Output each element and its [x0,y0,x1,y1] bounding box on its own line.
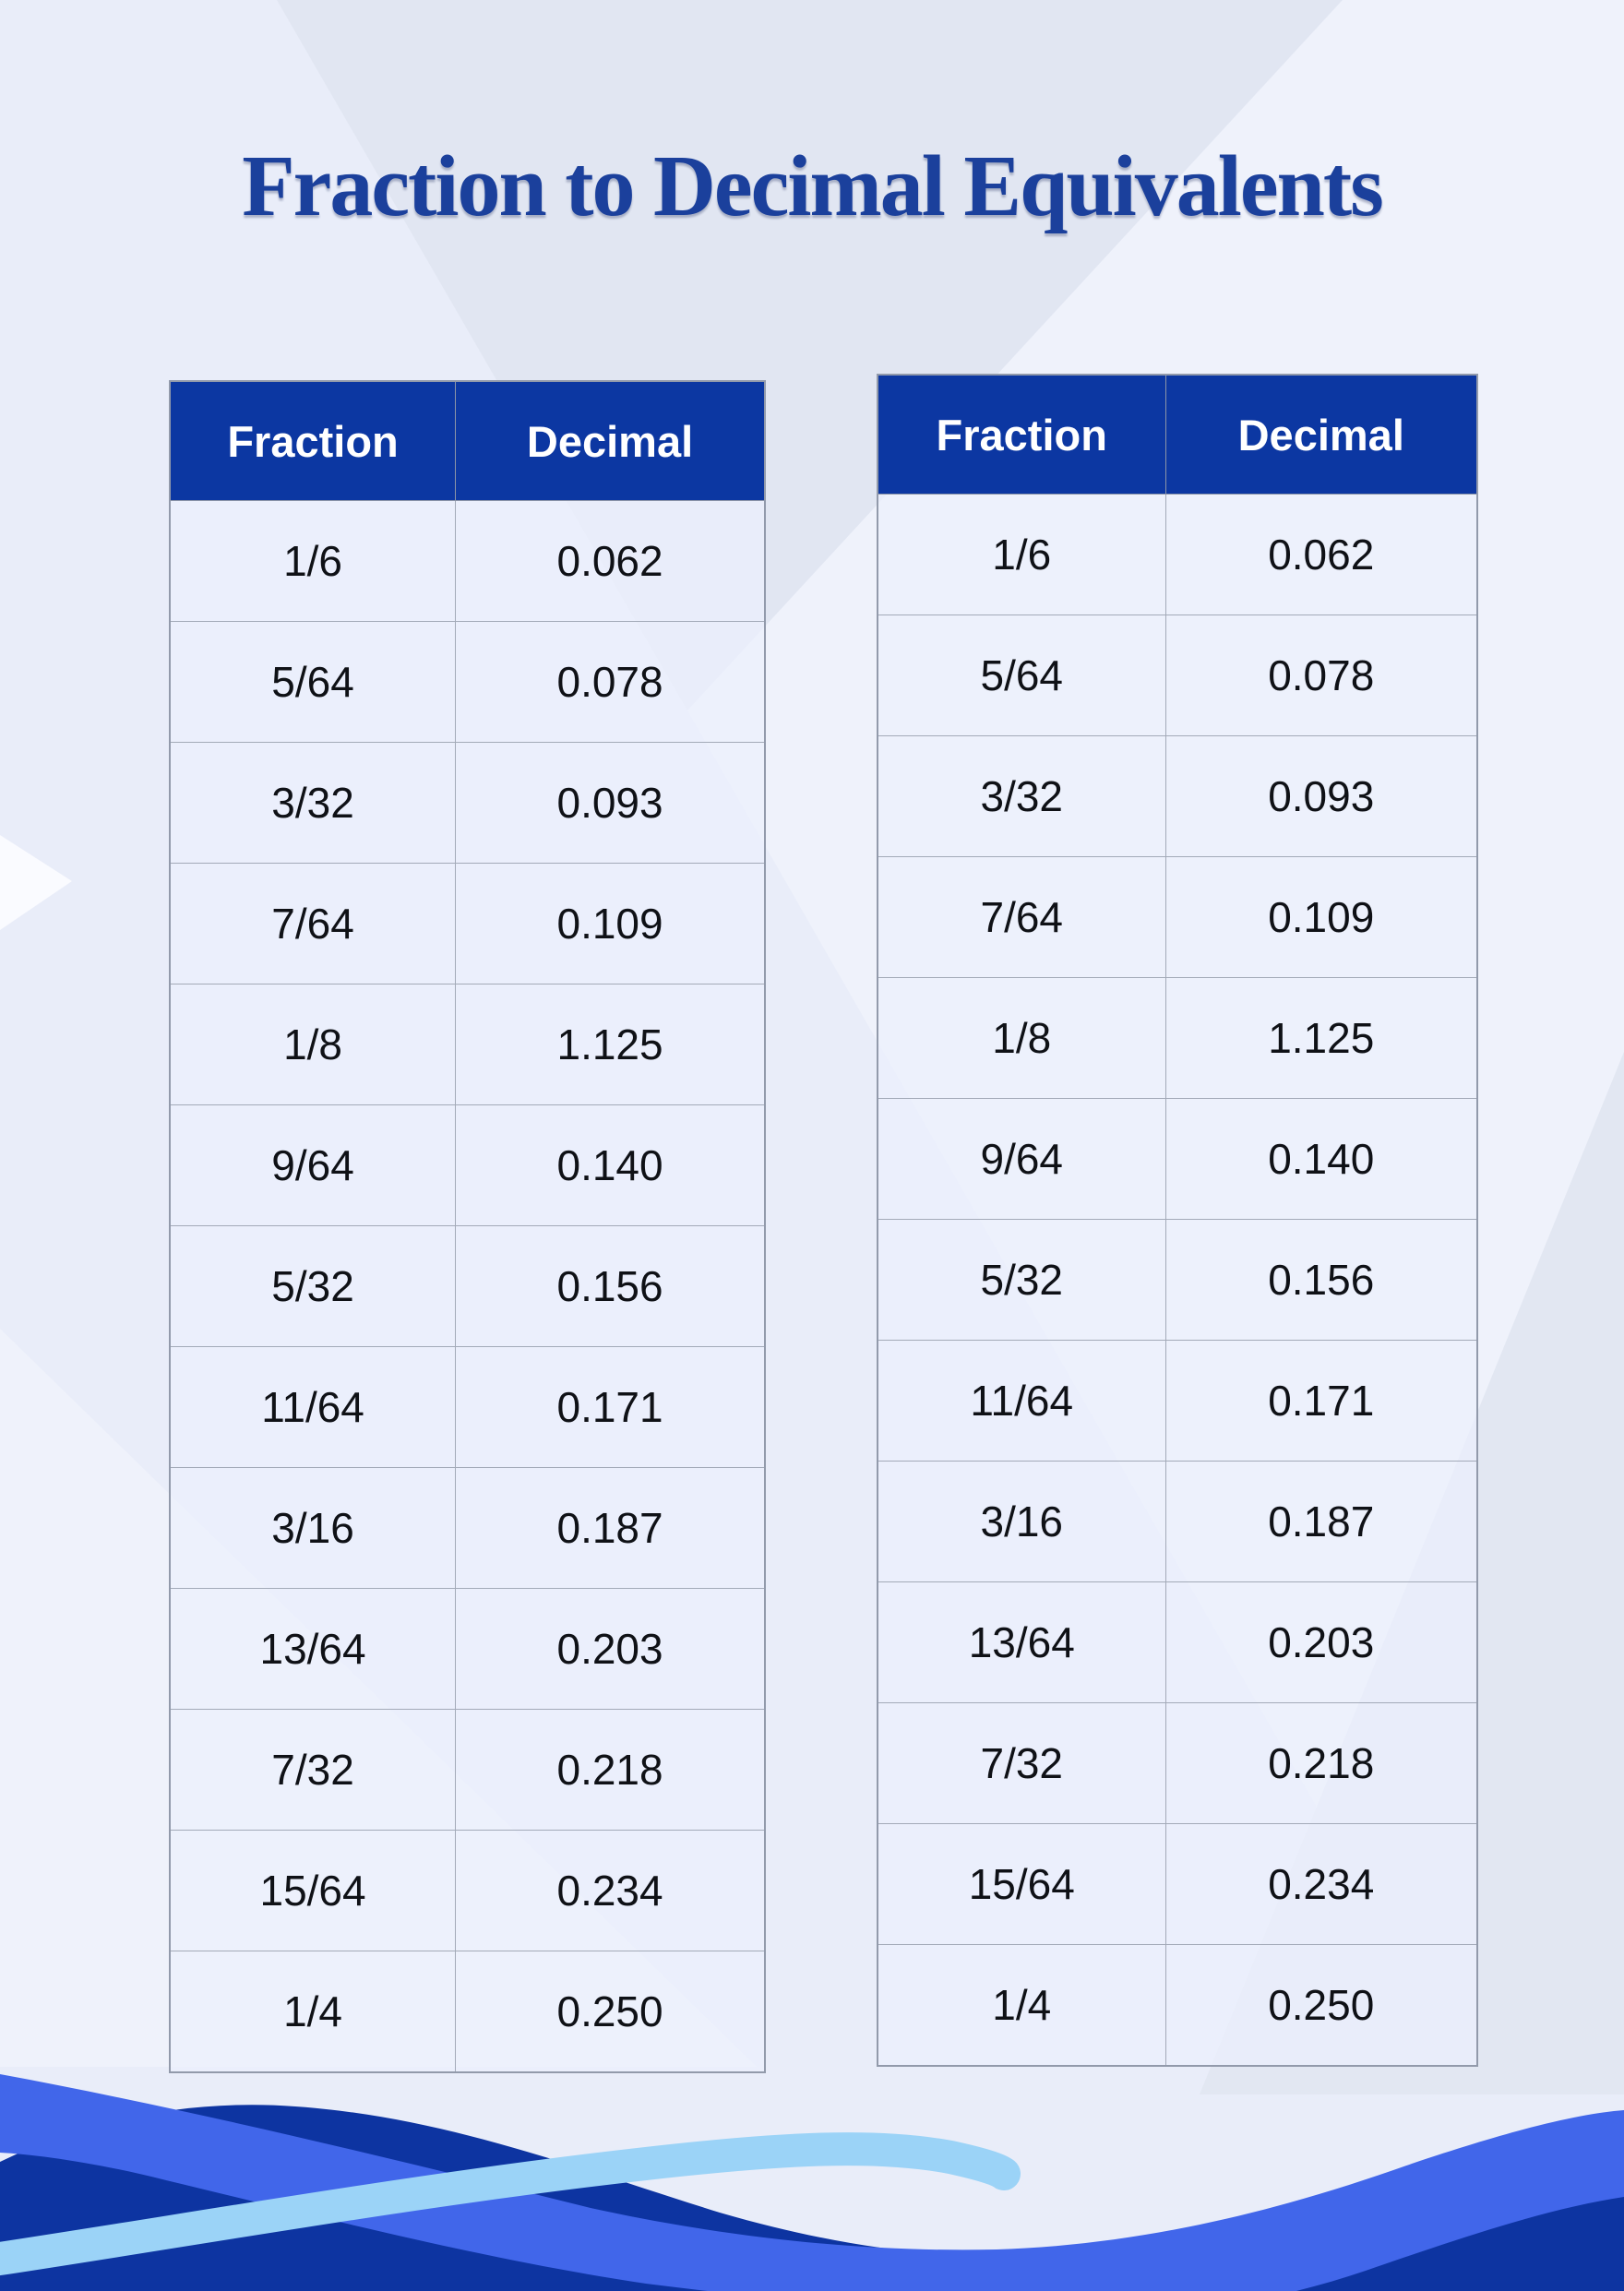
decimal-cell: 0.078 [455,621,766,743]
table-row: 1/8 1.125 [169,984,766,1105]
decimal-cell: 0.156 [1164,1219,1478,1341]
fraction-cell: 5/32 [877,1219,1166,1341]
fraction-cell: 1/4 [169,1951,457,2073]
table-row: 5/32 0.156 [877,1219,1478,1341]
table-row: 3/16 0.187 [169,1467,766,1589]
page-title: Fraction to Decimal Equivalents [242,138,1384,234]
table-row: 13/64 0.203 [169,1588,766,1710]
decimal-cell: 0.171 [455,1346,766,1468]
header-row: Fraction Decimal [877,374,1478,495]
decimal-cell: 0.203 [1164,1581,1478,1703]
decimal-column-header: Decimal [1164,374,1478,495]
table-row: 13/64 0.203 [877,1581,1478,1703]
table-row: 7/64 0.109 [877,856,1478,978]
fraction-cell: 7/32 [877,1702,1166,1824]
facet-left-chevron [0,835,72,930]
fraction-cell: 5/64 [169,621,457,743]
facet-top-dark [277,0,1343,710]
fraction-cell: 5/64 [877,615,1166,736]
table-row: 3/32 0.093 [877,735,1478,857]
fraction-column-header: Fraction [877,374,1166,495]
fraction-cell: 5/32 [169,1225,457,1347]
fraction-column-header: Fraction [169,380,457,501]
decimal-cell: 0.093 [1164,735,1478,857]
fraction-cell: 3/32 [877,735,1166,857]
decimal-cell: 0.062 [1164,494,1478,615]
table-row: 7/32 0.218 [877,1702,1478,1824]
table-row: 15/64 0.234 [169,1830,766,1951]
decimal-cell: 1.125 [1164,977,1478,1099]
fraction-cell: 9/64 [169,1104,457,1226]
sky-ribbon-shape [0,2132,1021,2276]
fraction-cell: 7/64 [169,863,457,984]
fraction-cell: 7/32 [169,1709,457,1831]
table-row: 1/4 0.250 [169,1951,766,2073]
table-row: 7/32 0.218 [169,1709,766,1831]
fraction-cell: 15/64 [169,1830,457,1951]
fraction-cell: 1/6 [877,494,1166,615]
table-row: 11/64 0.171 [169,1346,766,1468]
decimal-cell: 0.234 [1164,1823,1478,1945]
table-row: 11/64 0.171 [877,1340,1478,1462]
fraction-cell: 3/16 [169,1467,457,1589]
decimal-cell: 0.093 [455,742,766,864]
decimal-cell: 0.109 [1164,856,1478,978]
table-row: 15/64 0.234 [877,1823,1478,1945]
table-row: 3/32 0.093 [169,742,766,864]
decimal-cell: 0.171 [1164,1340,1478,1462]
fraction-cell: 3/16 [877,1461,1166,1582]
fraction-cell: 13/64 [169,1588,457,1710]
fraction-cell: 1/6 [169,500,457,622]
fraction-cell: 15/64 [877,1823,1166,1945]
fraction-cell: 1/8 [169,984,457,1105]
table-row: 1/6 0.062 [877,494,1478,615]
table-row: 9/64 0.140 [169,1104,766,1226]
decimal-cell: 0.078 [1164,615,1478,736]
table-row: 7/64 0.109 [169,863,766,984]
fraction-table-left: Fraction Decimal 1/6 0.062 5/64 0.078 3/32 0.… [169,380,766,2073]
table-row: 1/6 0.062 [169,500,766,622]
royal-ribbon-shape [0,2074,1624,2291]
fraction-cell: 11/64 [169,1346,457,1468]
decimal-cell: 0.218 [1164,1702,1478,1824]
table-row: 9/64 0.140 [877,1098,1478,1220]
fraction-cell: 9/64 [877,1098,1166,1220]
table-row: 5/64 0.078 [169,621,766,743]
table-row: 5/32 0.156 [169,1225,766,1347]
decimal-cell: 0.062 [455,500,766,622]
fraction-cell: 1/8 [877,977,1166,1099]
wave-graphic [0,2074,1624,2291]
table-row: 1/4 0.250 [877,1944,1478,2067]
decimal-cell: 0.218 [455,1709,766,1831]
table-body: 1/6 0.062 5/64 0.078 3/32 0.093 7/64 0.109 1/8 1.… [169,500,766,2073]
fraction-cell: 7/64 [877,856,1166,978]
table-row: 3/16 0.187 [877,1461,1478,1582]
fraction-table-right: Fraction Decimal 1/6 0.062 5/64 0.078 3/32 0.… [877,374,1478,2067]
table-row: 1/8 1.125 [877,977,1478,1099]
decimal-cell: 0.109 [455,863,766,984]
decimal-cell: 0.140 [455,1104,766,1226]
decimal-cell: 1.125 [455,984,766,1105]
decimal-cell: 0.156 [455,1225,766,1347]
header-row: Fraction Decimal [169,380,766,501]
fraction-cell: 13/64 [877,1581,1166,1703]
decimal-cell: 0.234 [455,1830,766,1951]
fraction-cell: 1/4 [877,1944,1166,2067]
decimal-cell: 0.250 [1164,1944,1478,2067]
fraction-cell: 3/32 [169,742,457,864]
decimal-cell: 0.187 [455,1467,766,1589]
decimal-cell: 0.203 [455,1588,766,1710]
fraction-cell: 11/64 [877,1340,1166,1462]
decimal-cell: 0.140 [1164,1098,1478,1220]
table-body: 1/6 0.062 5/64 0.078 3/32 0.093 7/64 0.109 1/8 1.… [877,494,1478,2067]
decimal-cell: 0.187 [1164,1461,1478,1582]
table-row: 5/64 0.078 [877,615,1478,736]
decimal-cell: 0.250 [455,1951,766,2073]
decimal-column-header: Decimal [455,380,766,501]
